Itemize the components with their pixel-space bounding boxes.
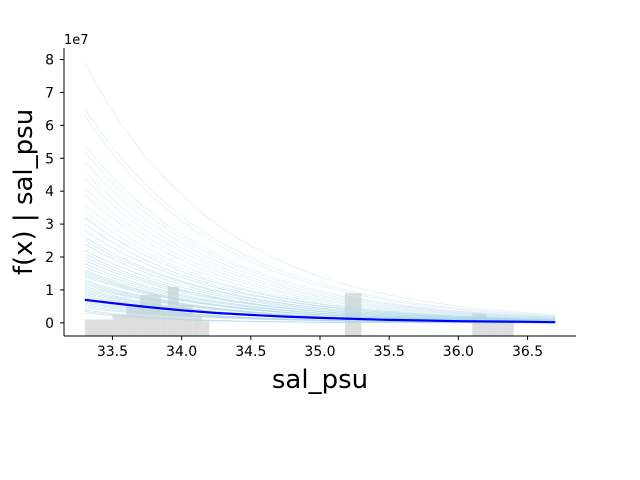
histogram-bar: [486, 317, 498, 336]
histogram-bar: [167, 286, 179, 336]
y-axis-label: f(x) | sal_psu: [9, 109, 39, 275]
histogram-bar: [112, 314, 127, 336]
histogram-bar: [160, 306, 168, 336]
sample-curve: [84, 240, 556, 321]
histogram-bar: [192, 316, 203, 336]
sample-curve: [84, 161, 556, 318]
y-tick-label: 2: [45, 250, 54, 266]
sample-curve: [84, 187, 556, 319]
x-tick-label: 34.5: [235, 344, 266, 360]
y-offset-label: 1e7: [64, 33, 89, 48]
histogram-bar: [84, 319, 113, 336]
y-tick-label: 5: [45, 151, 54, 167]
histogram-bar: [497, 321, 514, 336]
sample-curve: [84, 312, 556, 324]
y-ticks: 0 1 2 3 4 5 6 7 8: [45, 53, 64, 332]
sample-curve: [84, 115, 556, 317]
y-tick-label: 6: [45, 118, 54, 134]
sample-curve: [84, 177, 556, 319]
sample-curve: [84, 250, 556, 321]
mean-curve: [84, 298, 556, 324]
x-tick-label: 36.5: [512, 344, 543, 360]
sample-curve: [84, 217, 556, 320]
histogram-bar: [202, 321, 210, 336]
histogram-bar: [344, 293, 362, 336]
sample-curve: [84, 144, 556, 318]
x-tick-label: 36.0: [443, 344, 474, 360]
sample-curve: [84, 203, 556, 320]
y-tick-label: 8: [45, 53, 54, 69]
x-axis-label: sal_psu: [272, 365, 368, 395]
sample-curve: [84, 269, 556, 322]
x-tick-label: 33.5: [97, 344, 128, 360]
sample-curve: [84, 62, 556, 315]
x-tick-label: 35.0: [304, 344, 335, 360]
sample-curve: [84, 230, 556, 321]
x-tick-label: 35.5: [374, 344, 405, 360]
sample-curve: [84, 151, 556, 318]
y-tick-label: 7: [45, 85, 54, 101]
sample-curves: [84, 62, 556, 324]
sample-curve: [84, 108, 556, 316]
sample-curve: [84, 259, 556, 322]
sample-curve: [84, 171, 556, 319]
y-tick-label: 3: [45, 217, 54, 233]
y-tick-label: 1: [45, 283, 54, 299]
x-ticks: 33.5 34.0 34.5 35.0 35.5 36.0 36.5: [97, 336, 543, 360]
sample-curve: [84, 194, 556, 320]
y-tick-label: 0: [45, 316, 54, 332]
x-tick-label: 34.0: [166, 344, 197, 360]
y-tick-label: 4: [45, 184, 54, 200]
